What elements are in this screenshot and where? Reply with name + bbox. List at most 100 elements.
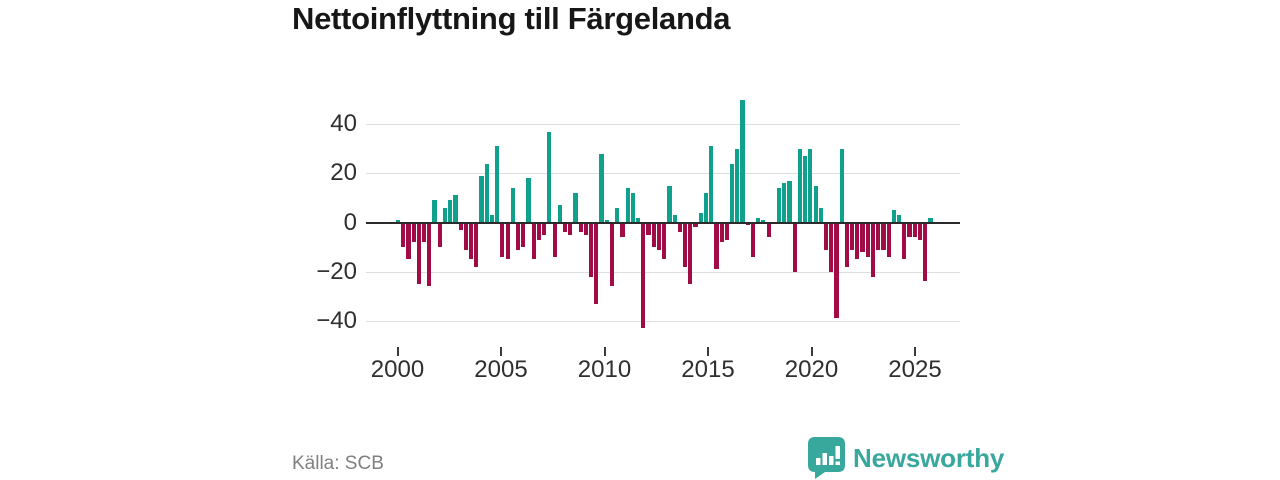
bar-negative [886, 222, 891, 257]
bar-negative [719, 222, 724, 243]
bar-negative [766, 222, 771, 238]
bar-negative [463, 222, 468, 250]
gridline-y--20 [366, 271, 960, 273]
bar-positive [897, 215, 902, 223]
bar-positive [776, 188, 782, 223]
y-axis-label: −20 [316, 257, 357, 285]
bar-positive [761, 220, 766, 223]
bar-negative [620, 222, 625, 238]
bar-positive [448, 200, 453, 223]
bar-negative [583, 222, 588, 235]
bar-negative [401, 222, 406, 248]
bar-positive [442, 207, 448, 223]
bar-positive [808, 148, 813, 223]
bar-negative [870, 222, 876, 277]
bar-positive [495, 146, 500, 223]
bar-positive [928, 217, 933, 223]
bar-positive [667, 185, 672, 223]
bar-negative [834, 222, 839, 319]
y-axis-label: −40 [316, 306, 357, 334]
bar-negative [505, 222, 510, 260]
bar-positive [698, 212, 703, 223]
bar-negative [411, 222, 416, 243]
bar-negative [568, 222, 573, 235]
bar-negative [876, 222, 881, 250]
gridline-y-20 [366, 173, 960, 175]
bar-negative [589, 222, 594, 277]
bar-negative [646, 222, 651, 235]
x-axis-label: 2020 [784, 356, 839, 383]
bar-negative [823, 222, 829, 250]
x-axis-label: 2025 [888, 356, 942, 383]
x-axis-tick [707, 347, 709, 356]
chart-title: Nettoinflyttning till Färgelanda [292, 1, 731, 36]
source-text: Källa: SCB [292, 453, 384, 474]
bar-positive [782, 183, 787, 223]
bar-positive [615, 207, 620, 223]
bar-positive [625, 188, 630, 223]
bar-negative [923, 222, 928, 282]
bar-negative [416, 222, 421, 284]
bar-positive [709, 146, 714, 223]
bar-negative [500, 222, 505, 257]
plot-area [366, 95, 960, 355]
bar-negative [594, 222, 599, 304]
bar-positive [740, 99, 745, 223]
bar-negative [750, 222, 756, 257]
bar-negative [714, 222, 719, 270]
bar-negative [688, 222, 693, 284]
bar-negative [907, 222, 912, 238]
bar-negative [531, 222, 536, 260]
bar-negative [855, 222, 860, 260]
x-axis-label: 2015 [681, 356, 735, 383]
bar-negative [902, 222, 907, 260]
bar-positive [479, 175, 484, 223]
bar-positive [484, 163, 489, 223]
bar-negative [850, 222, 855, 250]
bar-negative [562, 222, 568, 233]
bar-negative [651, 222, 656, 248]
bar-negative [521, 222, 526, 248]
bar-negative [829, 222, 834, 272]
newsworthy-logo: Newsworthy [808, 437, 1004, 479]
bar-negative [724, 222, 729, 240]
bar-negative [422, 222, 427, 243]
bar-positive [510, 188, 515, 223]
bar-positive [547, 131, 552, 223]
bar-positive [839, 148, 844, 223]
y-axis-label: 40 [330, 110, 357, 138]
gridline-y-40 [366, 124, 960, 126]
newsworthy-wordmark: Newsworthy [853, 442, 1005, 473]
bar-positive [813, 185, 818, 223]
bar-negative [677, 222, 682, 233]
bar-negative [662, 222, 667, 260]
bar-positive [395, 220, 401, 223]
x-axis-tick [914, 347, 916, 356]
bar-negative [917, 222, 923, 240]
bar-positive [672, 215, 677, 223]
bar-positive [735, 148, 740, 223]
bar-positive [573, 193, 578, 223]
bar-positive [787, 180, 792, 223]
bar-negative [912, 222, 917, 238]
bar-negative [427, 222, 432, 287]
bar-positive [703, 193, 709, 223]
bar-negative [860, 222, 865, 252]
bar-negative [745, 222, 750, 225]
bar-negative [578, 222, 583, 233]
bar-negative [792, 222, 797, 272]
bar-positive [489, 215, 495, 223]
bar-negative [693, 222, 698, 228]
newsworthy-bubble-chart-icon [808, 437, 845, 479]
bar-positive [729, 163, 735, 223]
x-axis-label: 2000 [370, 356, 425, 383]
bar-negative [656, 222, 662, 250]
bar-negative [468, 222, 474, 260]
bar-positive [803, 156, 808, 223]
bar-negative [536, 222, 542, 240]
bar-negative [683, 222, 688, 267]
bar-negative [865, 222, 870, 257]
x-axis-tick [500, 347, 502, 356]
bar-positive [557, 205, 562, 223]
bar-negative [458, 222, 463, 230]
